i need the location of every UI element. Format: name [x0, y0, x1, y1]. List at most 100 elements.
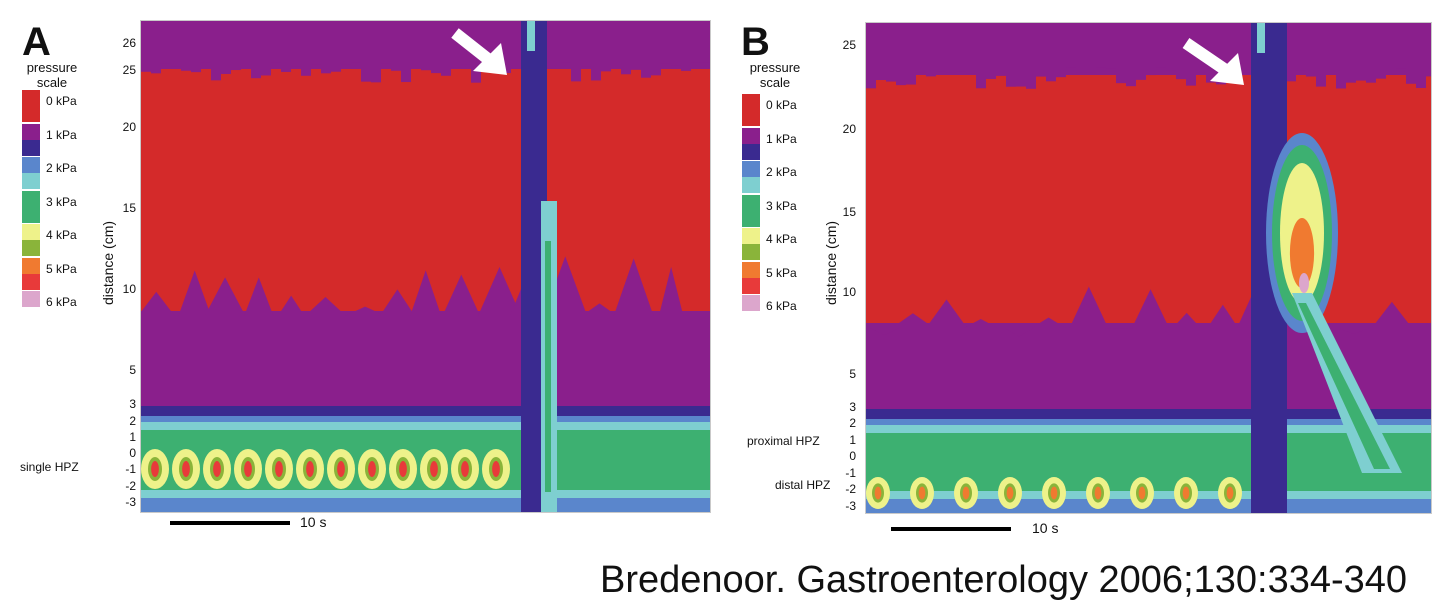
upper-band-fluctuation: [1376, 23, 1386, 79]
upper-band-fluctuation: [191, 21, 201, 73]
upper-band-fluctuation: [611, 21, 621, 67]
y-tick-label: 2: [849, 416, 856, 430]
y-tick-label: 20: [122, 120, 136, 134]
respiratory-pressure-spike: [477, 267, 522, 316]
upper-band-fluctuation: [351, 21, 361, 63]
upper-band-fluctuation: [341, 21, 351, 65]
legend-swatch: [742, 277, 760, 294]
y-tick-label: 3: [849, 400, 856, 414]
upper-band-fluctuation: [691, 21, 701, 63]
swallow-arrow-shaft: [1182, 38, 1234, 78]
y-tick-label: -2: [845, 482, 856, 496]
legend-swatch: [742, 295, 760, 311]
respiratory-pressure-spike: [379, 289, 415, 316]
panel-label: B: [741, 20, 770, 64]
panel-label: A: [22, 20, 51, 64]
upper-band-fluctuation: [1296, 23, 1306, 71]
hpz-pressure-peak: [962, 486, 970, 500]
upper-band-fluctuation: [491, 21, 501, 67]
upper-band-fluctuation: [281, 21, 291, 72]
upper-band-fluctuation: [231, 21, 241, 71]
swallow-onset: [1257, 23, 1265, 53]
upper-band-fluctuation: [896, 23, 906, 86]
upper-band-fluctuation: [1016, 23, 1026, 87]
zone-label-single-hpz: single HPZ: [20, 460, 79, 474]
respiratory-pressure-spike: [891, 313, 935, 328]
legend-label: 6 kPa: [766, 299, 797, 313]
respiratory-pressure-spike: [1131, 289, 1170, 328]
hpz-pressure-peak: [1094, 486, 1102, 500]
y-tick-label: 15: [842, 205, 856, 219]
upper-band-fluctuation: [621, 21, 631, 75]
hpz-pressure-peak: [182, 461, 190, 477]
legend-swatch: [742, 177, 760, 193]
legend-swatch: [22, 206, 40, 223]
hpz-pressure-peak: [275, 461, 283, 477]
upper-band-fluctuation: [381, 21, 391, 64]
upper-band-fluctuation: [301, 21, 311, 76]
legend-label: 0 kPa: [766, 98, 797, 112]
legend-swatch: [22, 224, 40, 240]
upper-band-fluctuation: [701, 21, 710, 63]
y-tick-label: 20: [842, 122, 856, 136]
upper-band-fluctuation: [641, 21, 651, 78]
pressure-topography-plot: [865, 22, 1432, 514]
y-tick-label: -3: [845, 499, 856, 513]
y-tick-label: 10: [842, 285, 856, 299]
upper-band-fluctuation: [1156, 23, 1166, 68]
upper-band-fluctuation: [1166, 23, 1176, 71]
upper-band-fluctuation: [1336, 23, 1346, 89]
y-tick-label: 10: [122, 282, 136, 296]
legend-swatch: [22, 139, 40, 156]
upper-band-fluctuation: [1036, 23, 1046, 77]
hpz-pressure-peak: [1006, 486, 1014, 500]
respiratory-pressure-spike: [613, 258, 654, 316]
hpz-pressure-peak: [492, 461, 500, 477]
hpz-pressure-peak: [244, 461, 252, 477]
upper-band-fluctuation: [1116, 23, 1126, 84]
upper-band-fluctuation: [1286, 23, 1296, 82]
upper-band-fluctuation: [946, 23, 956, 73]
respiratory-pressure-spike: [870, 328, 900, 336]
y-tick-label: 5: [849, 367, 856, 381]
upper-band-fluctuation: [1356, 23, 1366, 81]
y-tick-label: -1: [125, 462, 136, 476]
legend-swatch: [22, 123, 40, 140]
time-scalebar: [891, 527, 1011, 531]
upper-band-fluctuation: [1056, 23, 1066, 78]
upper-band-fluctuation: [451, 21, 461, 68]
upper-band-fluctuation: [1366, 23, 1376, 83]
hpz-pressure-peak: [368, 461, 376, 477]
upper-band-fluctuation: [1316, 23, 1326, 87]
hpz-pressure-peak: [461, 461, 469, 477]
hpz-pressure-peak: [337, 461, 345, 477]
upper-band-fluctuation: [866, 23, 876, 89]
upper-band-fluctuation: [1326, 23, 1336, 75]
upper-band-fluctuation: [411, 21, 421, 66]
y-tick-label: 25: [842, 38, 856, 52]
hpz-pressure-peak: [1182, 486, 1190, 500]
legend-swatch: [742, 127, 760, 144]
zone-label-proximal-hpz: proximal HPZ: [747, 434, 820, 448]
hpz-pressure-peak: [918, 486, 926, 500]
y-tick-label: 26: [122, 36, 136, 50]
legend-swatch: [742, 311, 760, 327]
upper-band-fluctuation: [651, 21, 661, 76]
upper-band-fluctuation: [1346, 23, 1356, 83]
upper-band-fluctuation: [1416, 23, 1426, 88]
respiratory-pressure-spike: [1338, 328, 1370, 335]
zone-label-distal-hpz: distal HPZ: [775, 478, 831, 492]
upper-band-fluctuation: [551, 21, 561, 69]
y-tick-label: 15: [122, 201, 136, 215]
legend-label: 5 kPa: [46, 261, 77, 276]
respiratory-pressure-spike: [344, 306, 386, 316]
respiratory-pressure-spike: [1172, 312, 1201, 328]
upper-band-fluctuation: [561, 21, 571, 63]
time-scalebar-label: 10 s: [1032, 520, 1059, 536]
legend-swatch: [22, 190, 40, 207]
legend-swatch: [22, 90, 40, 106]
upper-band-fluctuation: [431, 21, 441, 74]
legend-swatch: [742, 110, 760, 126]
upper-band-fluctuation: [1146, 23, 1156, 76]
upper-band-fluctuation: [331, 21, 341, 72]
